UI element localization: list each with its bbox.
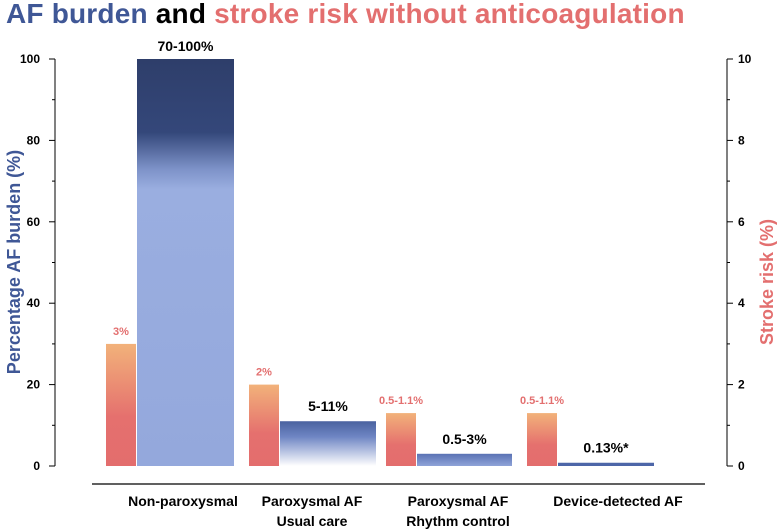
af-burden-label: 5-11% — [308, 398, 348, 414]
stroke-risk-bar — [386, 413, 416, 466]
title-and: and — [147, 0, 215, 29]
x-category-label: Usual care — [277, 513, 348, 529]
chart-title: AF burden and stroke risk without antico… — [6, 0, 685, 30]
af-burden-bar — [558, 462, 654, 466]
x-category-label: Paroxysmal AF — [408, 493, 509, 509]
af-burden-bar — [137, 59, 234, 466]
stroke-risk-label: 0.5-1.1% — [520, 395, 564, 407]
bars: 3% 70-100% 2% 5-11% 0.5-1.1% 0.5-3% 0.5-1.1% 0.… — [106, 38, 654, 466]
right-tick-label: 8 — [738, 133, 745, 147]
right-tick-label: 0 — [738, 459, 745, 473]
x-category-label: Device-detected AF — [553, 493, 683, 509]
right-axis-label: Stroke risk (%) — [757, 219, 777, 345]
right-tick-label: 4 — [738, 296, 745, 310]
af-burden-label: 70-100% — [157, 38, 214, 54]
left-tick-label: 60 — [27, 215, 41, 229]
stroke-risk-bar — [106, 343, 136, 466]
stroke-risk-label: 2% — [256, 367, 272, 379]
x-category-label: Paroxysmal AF — [262, 493, 363, 509]
left-tick-label: 80 — [27, 133, 41, 147]
stroke-risk-label: 3% — [113, 326, 129, 338]
af-burden-label: 0.13%* — [583, 440, 629, 456]
title-stroke-risk: stroke risk without anticoagulation — [214, 0, 685, 29]
x-category-label: Rhythm control — [406, 513, 509, 529]
right-axis-ticks: 0 2 4 6 8 10 — [727, 52, 752, 473]
stroke-risk-bar — [527, 413, 557, 466]
left-tick-label: 0 — [33, 459, 40, 473]
x-axis-labels: Non-paroxysmal Paroxysmal AF Usual care Par… — [128, 493, 683, 529]
left-tick-label: 20 — [27, 378, 41, 392]
x-category-label: Non-paroxysmal — [128, 493, 238, 509]
left-tick-label: 100 — [20, 52, 40, 66]
af-burden-bar — [280, 421, 376, 466]
right-tick-label: 10 — [738, 52, 752, 66]
left-tick-label: 40 — [27, 296, 41, 310]
left-axis-label: Percentage AF burden (%) — [4, 150, 24, 374]
af-burden-bar — [417, 453, 512, 466]
stroke-risk-bar — [249, 384, 279, 466]
title-af-burden: AF burden — [6, 0, 148, 29]
left-axis-ticks: 0 20 40 60 80 100 — [20, 52, 55, 473]
stroke-risk-label: 0.5-1.1% — [379, 395, 423, 407]
af-burden-label: 0.5-3% — [442, 431, 487, 447]
right-tick-label: 6 — [738, 215, 745, 229]
right-tick-label: 2 — [738, 378, 745, 392]
